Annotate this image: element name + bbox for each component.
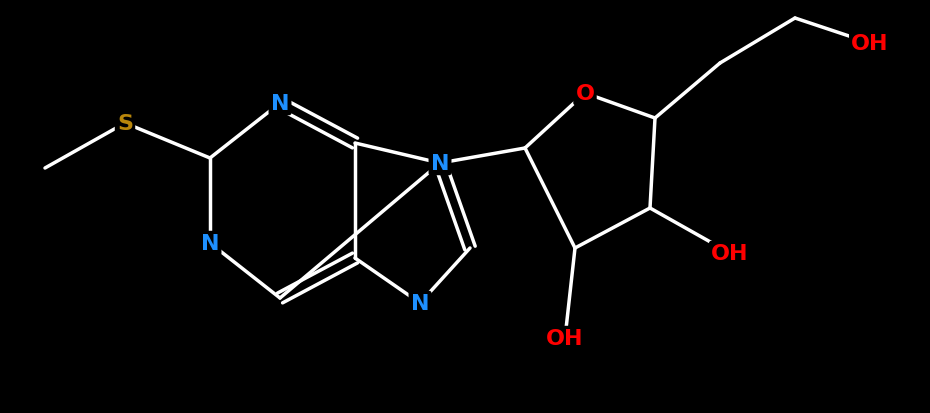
Text: OH: OH <box>851 34 889 54</box>
Text: N: N <box>431 154 449 173</box>
Text: N: N <box>271 94 289 114</box>
Text: O: O <box>576 84 594 104</box>
Text: OH: OH <box>546 328 584 348</box>
Text: N: N <box>411 293 430 313</box>
Text: S: S <box>117 114 133 134</box>
Text: OH: OH <box>711 243 749 263</box>
Text: N: N <box>201 233 219 254</box>
